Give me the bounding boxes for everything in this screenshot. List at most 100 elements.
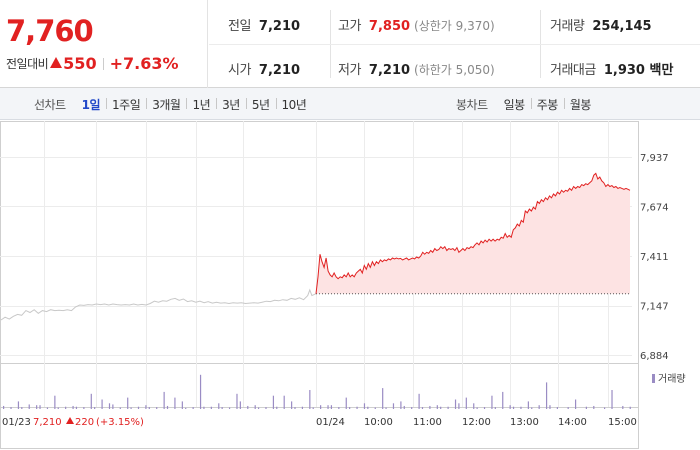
- volume-bar: [356, 406, 358, 409]
- volume-bar: [454, 399, 457, 409]
- time-tick-label: 15:00: [608, 417, 637, 428]
- period-tab[interactable]: 1일: [81, 97, 101, 112]
- prev-day-close: 7,210: [33, 417, 62, 428]
- volume-bar: [119, 407, 121, 409]
- volume-bar: [611, 390, 613, 409]
- volume-bar: [385, 407, 387, 409]
- period-tab[interactable]: 5년: [245, 96, 276, 113]
- y-tick-label: 6,884: [640, 351, 669, 362]
- volume-bar: [567, 407, 569, 409]
- chart-canvas: 7,937 7,674 7,411 7,147 6,884 거래량 01/23 7,210 22…: [0, 121, 686, 449]
- volume-bar: [203, 406, 205, 409]
- y-tick-label: 7,674: [640, 202, 669, 213]
- volume-bar: [418, 393, 420, 409]
- volume-bar: [192, 407, 194, 409]
- volume-bar: [585, 406, 587, 409]
- volume-bar: [458, 403, 460, 409]
- change-divider: [102, 57, 104, 70]
- y-tick-label: 7,411: [640, 252, 669, 263]
- stat-volume: 거래량 254,145: [550, 15, 652, 34]
- quote-panel: 7,760 전일대비 550 +7.63% 전일 7,210 시가 7,210 …: [0, 0, 700, 88]
- volume-bar: [3, 405, 5, 409]
- volume-bar: [65, 406, 67, 409]
- volume-bar: [494, 407, 496, 409]
- candle-tab[interactable]: 주봉: [530, 96, 564, 113]
- stat-label: 거래대금: [550, 63, 596, 78]
- volume-bar: [345, 397, 347, 409]
- prev-day-change-rate: (+3.15%): [96, 417, 144, 428]
- stat-amount: 거래대금 1,930 백만: [550, 59, 673, 78]
- volume-bar: [327, 405, 329, 409]
- volume-bar: [72, 405, 74, 409]
- volume-bar: [330, 405, 333, 409]
- volume-bar: [509, 405, 511, 409]
- upper-limit-price: (상한가 9,370): [414, 19, 495, 33]
- time-tick-label: 13:00: [510, 417, 539, 428]
- change-label: 전일대비: [6, 57, 49, 71]
- volume-bar: [221, 407, 223, 409]
- change-rate: +7.63%: [109, 54, 179, 73]
- volume-bar: [556, 407, 558, 409]
- volume-bar: [210, 406, 212, 409]
- stat-value: 254,145: [592, 19, 652, 34]
- volume-bar: [185, 407, 187, 409]
- volume-bar: [465, 397, 467, 409]
- prev-day-up-icon: [66, 417, 74, 424]
- volume-bar: [574, 399, 577, 409]
- stat-label: 시가: [228, 63, 251, 78]
- stat-label: 거래량: [550, 19, 585, 34]
- period-tab[interactable]: 10년: [275, 96, 313, 113]
- volume-bar: [46, 407, 49, 409]
- volume-bar: [101, 399, 103, 409]
- volume-bar: [593, 405, 595, 409]
- volume-bar: [17, 401, 20, 409]
- intraday-chart: 7,937 7,674 7,411 7,147 6,884 거래량 01/23 7,210 22…: [0, 121, 700, 450]
- stat-value: 7,210: [258, 63, 301, 78]
- volume-bar: [130, 407, 132, 409]
- volume-bar: [294, 407, 296, 409]
- volume-bar: [403, 405, 405, 409]
- volume-bar: [156, 407, 158, 409]
- candle-tab[interactable]: 월봉: [563, 96, 597, 113]
- stat-value: 7,850: [368, 19, 411, 34]
- volume-bar: [291, 401, 293, 409]
- volume-bar: [400, 401, 402, 409]
- volume-bar: [218, 403, 220, 409]
- price-area: [316, 173, 630, 294]
- time-tick-label: 11:00: [413, 417, 442, 428]
- y-tick-label: 7,147: [640, 302, 669, 313]
- volume-bar: [265, 407, 267, 409]
- volume-bar: [199, 374, 202, 409]
- candle-tab[interactable]: 일봉: [503, 97, 526, 112]
- volume-bar: [236, 393, 238, 409]
- candle-chart-periods: 봉차트 일봉 주봉 월봉: [456, 88, 597, 120]
- volume-bar: [367, 406, 369, 409]
- period-tab[interactable]: 3개월: [146, 96, 186, 113]
- volume-bar: [301, 406, 304, 409]
- volume-bar: [90, 393, 92, 409]
- volume-bar: [545, 382, 548, 409]
- period-tab[interactable]: 3년: [216, 96, 246, 113]
- price-box: 7,760 전일대비 550 +7.63%: [0, 0, 208, 88]
- stat-row-divider: [209, 44, 700, 45]
- chart-frame: [0, 121, 639, 449]
- change-row: 전일대비 550 +7.63%: [6, 54, 179, 73]
- volume-bar: [491, 395, 493, 409]
- volume-bar: [57, 407, 59, 409]
- volume-bar: [447, 406, 449, 409]
- volume-bar: [75, 406, 78, 409]
- volume-bar: [28, 404, 30, 409]
- volume-bar: [392, 403, 395, 409]
- stat-label: 고가: [338, 19, 361, 34]
- volume-bar: [520, 406, 522, 409]
- y-tick-label: 7,937: [640, 153, 669, 164]
- volume-bar: [512, 406, 515, 409]
- period-tab[interactable]: 1년: [186, 96, 216, 113]
- period-tab[interactable]: 1주일: [106, 96, 146, 113]
- volume-bar: [257, 407, 260, 409]
- volume-bar: [374, 407, 376, 409]
- volume-bar: [39, 405, 41, 409]
- stat-value: 7,210: [258, 19, 301, 34]
- current-price: 7,760: [6, 14, 94, 48]
- line-chart-periods: 선차트 1일 1주일 3개월 1년 3년 5년 10년: [34, 88, 312, 120]
